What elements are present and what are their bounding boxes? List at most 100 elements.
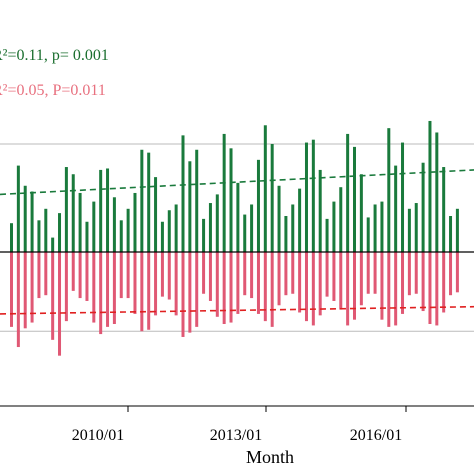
green-bar bbox=[92, 201, 96, 252]
green-bar bbox=[325, 218, 329, 252]
red-bar bbox=[291, 252, 295, 294]
green-bar bbox=[160, 221, 164, 252]
green-bar bbox=[215, 194, 219, 252]
red-trendline bbox=[0, 305, 474, 315]
green-bar bbox=[10, 223, 13, 252]
red-bar bbox=[304, 252, 308, 322]
red-bar bbox=[428, 252, 432, 324]
green-bar bbox=[366, 217, 370, 252]
red-bar bbox=[112, 252, 116, 324]
red-bar bbox=[455, 252, 459, 293]
green-bar bbox=[449, 216, 453, 252]
red-bar bbox=[154, 252, 158, 316]
red-bar bbox=[58, 252, 62, 356]
green-bar bbox=[359, 174, 363, 252]
green-bar bbox=[202, 218, 206, 252]
red-bar bbox=[373, 252, 377, 294]
green-bar bbox=[284, 216, 288, 252]
red-bar bbox=[202, 252, 206, 294]
x-tick-label: 2016/01 bbox=[350, 427, 402, 444]
red-bar bbox=[10, 252, 13, 327]
red-bar bbox=[37, 252, 41, 299]
green-bar bbox=[380, 201, 384, 252]
red-bar bbox=[380, 252, 384, 320]
green-bar bbox=[208, 203, 212, 252]
green-bar bbox=[270, 144, 274, 252]
red-bar bbox=[92, 252, 96, 323]
green-bar bbox=[387, 128, 391, 252]
red-bar bbox=[325, 252, 329, 297]
red-bar bbox=[229, 252, 233, 323]
green-bar bbox=[339, 187, 343, 252]
green-bar bbox=[373, 204, 377, 252]
green-bar bbox=[346, 133, 350, 252]
green-bar bbox=[401, 142, 405, 252]
green-bar bbox=[181, 135, 185, 252]
red-bar bbox=[167, 252, 171, 300]
red-bar bbox=[449, 252, 453, 296]
green-bar bbox=[442, 167, 446, 252]
green-bar bbox=[154, 177, 158, 252]
red-bar bbox=[30, 252, 34, 323]
green-bar bbox=[407, 208, 411, 252]
gridlines bbox=[0, 143, 474, 332]
green-bar bbox=[16, 165, 20, 252]
red-bar bbox=[284, 252, 288, 296]
green-bar bbox=[51, 237, 55, 252]
x-tick-label: 2013/01 bbox=[210, 427, 262, 444]
green-bar bbox=[133, 192, 137, 252]
green-bar bbox=[140, 149, 144, 252]
red-bar bbox=[394, 252, 398, 326]
red-bar bbox=[51, 252, 55, 340]
red-bar bbox=[311, 252, 315, 326]
red-bar bbox=[85, 252, 89, 301]
red-bar bbox=[208, 252, 212, 301]
green-bar bbox=[236, 182, 240, 252]
green-bar bbox=[99, 169, 103, 252]
red-bar bbox=[44, 252, 48, 296]
red-bar bbox=[222, 252, 226, 324]
green-bar bbox=[277, 185, 281, 252]
green-bar bbox=[85, 221, 89, 252]
red-bar bbox=[318, 252, 322, 316]
red-bar bbox=[298, 252, 302, 313]
green-bar bbox=[195, 149, 199, 252]
red-bar bbox=[346, 252, 350, 326]
red-bar bbox=[99, 252, 103, 335]
red-bar bbox=[387, 252, 391, 327]
green-bar bbox=[37, 220, 41, 252]
red-bar bbox=[106, 252, 110, 327]
red-bar bbox=[407, 252, 411, 296]
red-bar bbox=[71, 252, 75, 291]
green-bar bbox=[174, 204, 178, 252]
green-bar bbox=[64, 167, 68, 252]
green-bar bbox=[353, 146, 356, 252]
green-bar bbox=[188, 161, 192, 252]
green-bar bbox=[229, 148, 233, 252]
green-bar bbox=[71, 174, 75, 252]
red-bar bbox=[263, 252, 267, 322]
red-bar bbox=[195, 252, 199, 327]
red-bar bbox=[215, 252, 219, 317]
green-bar bbox=[256, 159, 260, 252]
green-bar bbox=[106, 168, 110, 252]
red-bar bbox=[119, 252, 123, 299]
green-bar bbox=[394, 165, 398, 252]
green-bar bbox=[311, 139, 315, 252]
green-trendline bbox=[0, 169, 474, 196]
red-bars bbox=[10, 252, 459, 356]
red-bar bbox=[359, 252, 363, 306]
red-annotation: R²=0.05, P=0.011 bbox=[0, 82, 106, 99]
red-bar bbox=[277, 252, 281, 306]
red-bar bbox=[236, 252, 240, 314]
red-bar bbox=[421, 252, 425, 312]
green-bar bbox=[126, 208, 130, 252]
red-bar bbox=[256, 252, 260, 314]
red-bar bbox=[64, 252, 68, 322]
red-bar bbox=[16, 252, 20, 348]
green-bar bbox=[414, 203, 418, 252]
green-bar bbox=[250, 204, 254, 252]
x-tick-label: 2010/01 bbox=[72, 427, 124, 444]
red-bar bbox=[270, 252, 274, 327]
green-bar bbox=[435, 132, 439, 252]
